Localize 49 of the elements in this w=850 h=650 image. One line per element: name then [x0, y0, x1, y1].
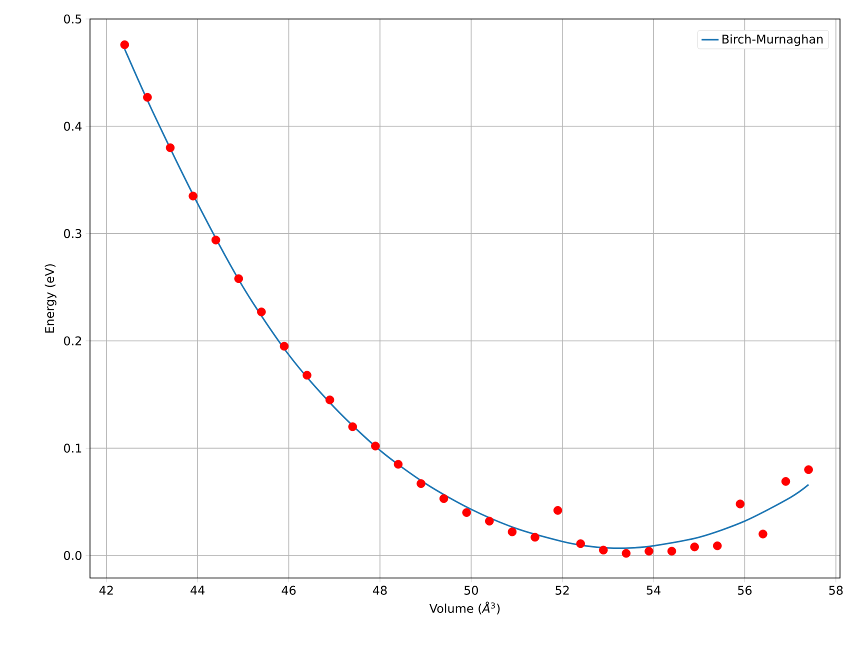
point — [508, 527, 517, 536]
point — [257, 308, 266, 316]
point — [598, 546, 608, 554]
y-tick-label: 0.3 — [64, 229, 82, 238]
point — [462, 508, 471, 517]
x-tick-label: 56 — [738, 586, 752, 595]
point — [325, 396, 334, 404]
point — [120, 40, 130, 50]
point — [302, 370, 312, 380]
point — [804, 465, 813, 474]
point — [690, 542, 699, 552]
y-tick-label: 0.5 — [64, 14, 82, 24]
point — [712, 541, 722, 550]
x-tick-label: 46 — [282, 586, 296, 595]
point — [576, 539, 585, 548]
point — [530, 532, 540, 542]
point — [371, 442, 380, 450]
point — [781, 477, 790, 486]
point — [166, 143, 175, 152]
point — [234, 274, 244, 284]
point — [280, 342, 289, 351]
x-tick-label: 50 — [464, 586, 478, 595]
x-tick-label: 44 — [190, 586, 205, 594]
x-tick-label: 52 — [556, 586, 569, 595]
point — [439, 494, 448, 503]
y-tick-label: 0.0 — [64, 550, 82, 560]
point — [348, 422, 357, 432]
point — [553, 506, 562, 515]
point — [644, 546, 654, 556]
point — [394, 460, 403, 469]
point — [758, 530, 768, 538]
y-tick-label: 0.1 — [64, 444, 82, 453]
point — [143, 92, 152, 102]
x-tick-label: 48 — [372, 586, 387, 595]
y-tick-label: 0.2 — [64, 336, 82, 346]
legend-label: Birch-Murnaghan — [722, 34, 823, 46]
point — [485, 516, 494, 526]
x-axis-title: Volume (Å$^{3}$) — [429, 602, 500, 614]
y-tick-label: 0.4 — [64, 122, 82, 131]
x-tick-label: 54 — [646, 586, 660, 595]
point — [211, 236, 220, 244]
x-tick-label: 58 — [829, 586, 843, 595]
y-axis-title: Energy (eV) — [44, 264, 56, 333]
point — [736, 500, 745, 508]
point — [622, 548, 631, 558]
point — [416, 479, 426, 488]
point — [188, 192, 198, 200]
point — [667, 546, 676, 556]
x-tick-label: 42 — [99, 586, 113, 595]
